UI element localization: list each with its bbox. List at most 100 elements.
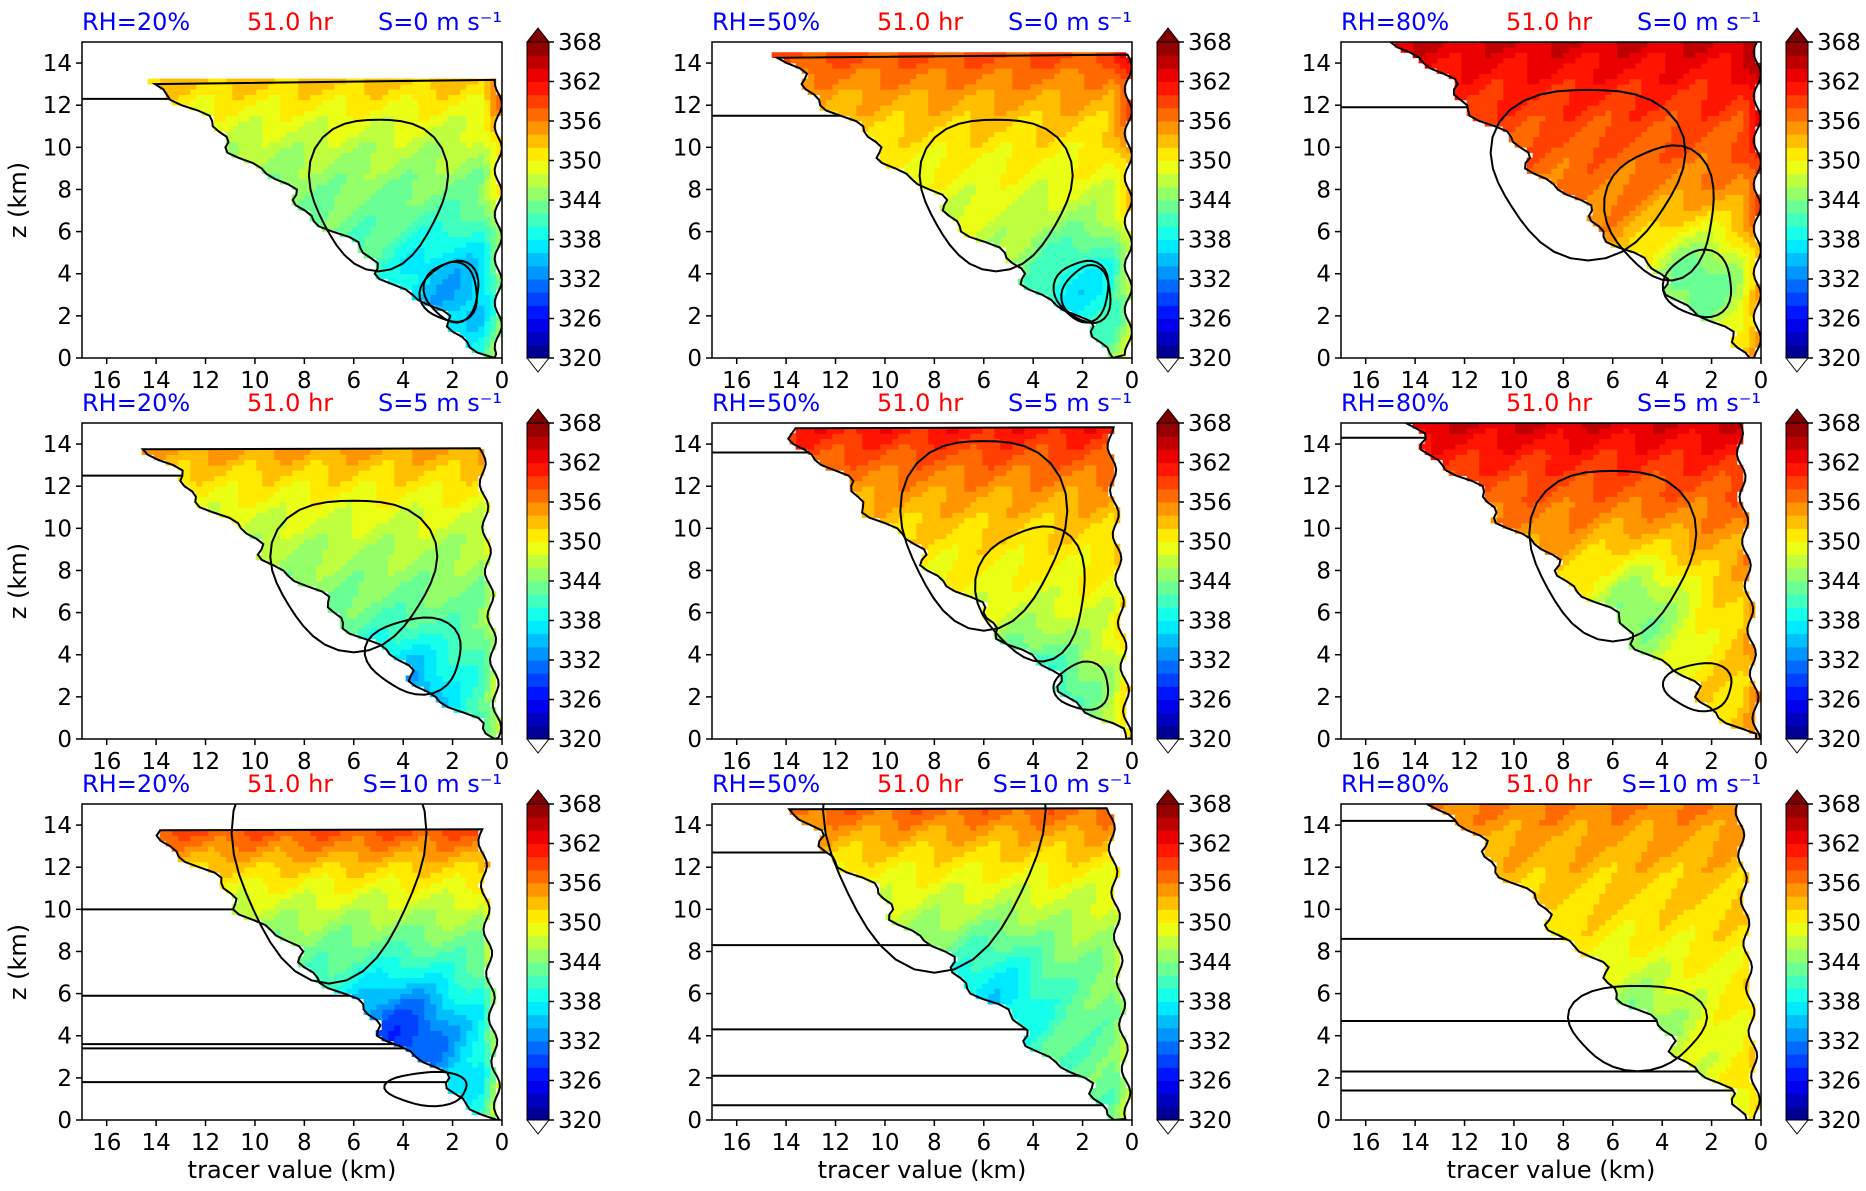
colorbar-level: [527, 594, 549, 608]
colorbar-level: [1786, 1080, 1808, 1095]
colorbar-level: [1786, 541, 1808, 556]
colorbar-level: [1786, 318, 1808, 333]
colorbar-level: [1786, 673, 1808, 687]
colorbar-tick-label: 338: [1817, 228, 1861, 254]
cloud-outline: [773, 53, 1132, 358]
x-tick-label: 12: [191, 749, 220, 775]
x-tick-label: 0: [1125, 1130, 1140, 1156]
colorbar-level: [527, 134, 549, 148]
colorbar-level: [527, 1014, 549, 1029]
colorbar-level: [527, 305, 549, 319]
colorbar: 320 326 332 338 344 350 356 362 368: [1784, 789, 1861, 1135]
colorbar-level: [1786, 646, 1808, 661]
y-tick-label: 8: [1316, 939, 1331, 965]
colorbar-tick-label: 356: [1817, 109, 1861, 135]
y-tick-label: 4: [687, 643, 702, 669]
theta-field: [789, 427, 1132, 739]
colorbar-tick-label: 356: [1188, 109, 1232, 135]
colorbar-level: [527, 975, 549, 989]
x-tick-label: 16: [1351, 1130, 1380, 1156]
x-tick-label: 4: [1026, 1130, 1041, 1156]
colorbar-level: [1157, 213, 1179, 227]
y-tick-label: 14: [673, 51, 702, 77]
colorbar-level: [527, 712, 549, 727]
colorbar: 320 326 332 338 344 350 356 362 368: [1784, 408, 1861, 754]
x-tick-label: 10: [1499, 749, 1528, 775]
colorbar-level: [1786, 1001, 1808, 1016]
shear-label: S=10 m s⁻¹: [363, 770, 502, 798]
y-tick-label: 8: [1316, 177, 1331, 203]
colorbar-tick-label: 320: [1817, 1108, 1861, 1134]
time-label: 51.0 hr: [1506, 389, 1592, 417]
colorbar-tick-label: 344: [558, 188, 602, 214]
colorbar-level: [1786, 239, 1808, 254]
x-tick-label: 8: [297, 749, 312, 775]
colorbar-tick-label: 320: [558, 346, 602, 372]
colorbar-level: [527, 817, 549, 831]
colorbar-tick-label: 350: [558, 149, 602, 175]
rh-label: RH=20%: [82, 770, 190, 798]
colorbar-level: [1157, 134, 1179, 148]
x-tick-label: 2: [445, 368, 460, 394]
colorbar-tick-label: 332: [558, 267, 602, 293]
colorbar-tick-label: 344: [1817, 188, 1861, 214]
colorbar-level: [527, 55, 549, 69]
colorbar-tick-label: 332: [1817, 1029, 1861, 1055]
shear-label: S=5 m s⁻¹: [378, 389, 502, 417]
colorbar-level: [527, 554, 549, 569]
colorbar: 320 326 332 338 344 350 356 362 368: [1155, 789, 1232, 1135]
y-tick-label: 8: [687, 177, 702, 203]
x-tick-label: 12: [821, 749, 850, 775]
colorbar-tick-label: 338: [1188, 609, 1232, 635]
x-tick-label: 0: [1754, 749, 1769, 775]
colorbar-level: [1157, 279, 1179, 293]
colorbar-level: [527, 488, 549, 503]
x-tick-label: 4: [396, 1130, 411, 1156]
colorbar-tick-label: 356: [1188, 871, 1232, 897]
colorbar-level: [1157, 581, 1179, 595]
colorbar: 320 326 332 338 344 350 356 362 368: [1784, 27, 1861, 373]
colorbar-tick-label: 320: [558, 727, 602, 753]
colorbar-level: [1157, 988, 1179, 1002]
x-tick-label: 4: [1026, 368, 1041, 394]
colorbar-tick-label: 368: [1817, 30, 1861, 56]
colorbar-level: [1157, 646, 1179, 661]
colorbar-level: [527, 1001, 549, 1016]
y-tick-label: 10: [673, 135, 702, 161]
colorbar-tick-label: 362: [1817, 451, 1861, 477]
axes-frame: [711, 422, 1133, 740]
colorbar-tick-label: 332: [1817, 267, 1861, 293]
time-label: 51.0 hr: [877, 8, 963, 36]
colorbar-level: [1786, 292, 1808, 306]
x-tick-label: 4: [1655, 368, 1670, 394]
colorbar-level: [1157, 94, 1179, 109]
colorbar-level: [1786, 1027, 1808, 1042]
y-tick-label: 6: [57, 220, 72, 246]
colorbar-level: [1157, 948, 1179, 963]
x-tick-label: 12: [1450, 1130, 1479, 1156]
colorbar-level: [527, 344, 549, 359]
x-tick-label: 6: [976, 749, 991, 775]
x-tick-label: 4: [396, 749, 411, 775]
colorbar-level: [1786, 279, 1808, 293]
colorbar-tick-label: 344: [1188, 188, 1232, 214]
x-tick-label: 8: [1556, 749, 1571, 775]
colorbar-level: [1786, 856, 1808, 871]
panel-rh20-s5: 16 14 12 10 8 6 4 2 0 0 2 4 6 8 10 12 14 RH=20% 51.0 hr S=5…: [4, 389, 602, 775]
colorbar-level: [1786, 1041, 1808, 1055]
colorbar-level: [1157, 686, 1179, 700]
colorbar-level: [1157, 462, 1179, 477]
y-tick-label: 10: [673, 516, 702, 542]
colorbar-extend-min: [525, 357, 551, 373]
y-tick-label: 4: [1316, 1024, 1331, 1050]
frequency-contour-0: [899, 440, 1069, 632]
x-tick-label: 6: [1605, 368, 1620, 394]
colorbar-level: [1157, 1067, 1179, 1081]
colorbar-level: [527, 81, 549, 96]
panel-rh50-s10: 16 14 12 10 8 6 4 2 0 0 2 4 6 8 10 12 14 RH=50% 51.0 hr S=1…: [673, 770, 1232, 1184]
colorbar-level: [527, 107, 549, 122]
frequency-contour-0: [307, 118, 450, 273]
colorbar-level: [527, 239, 549, 254]
colorbar-level: [1157, 843, 1179, 858]
